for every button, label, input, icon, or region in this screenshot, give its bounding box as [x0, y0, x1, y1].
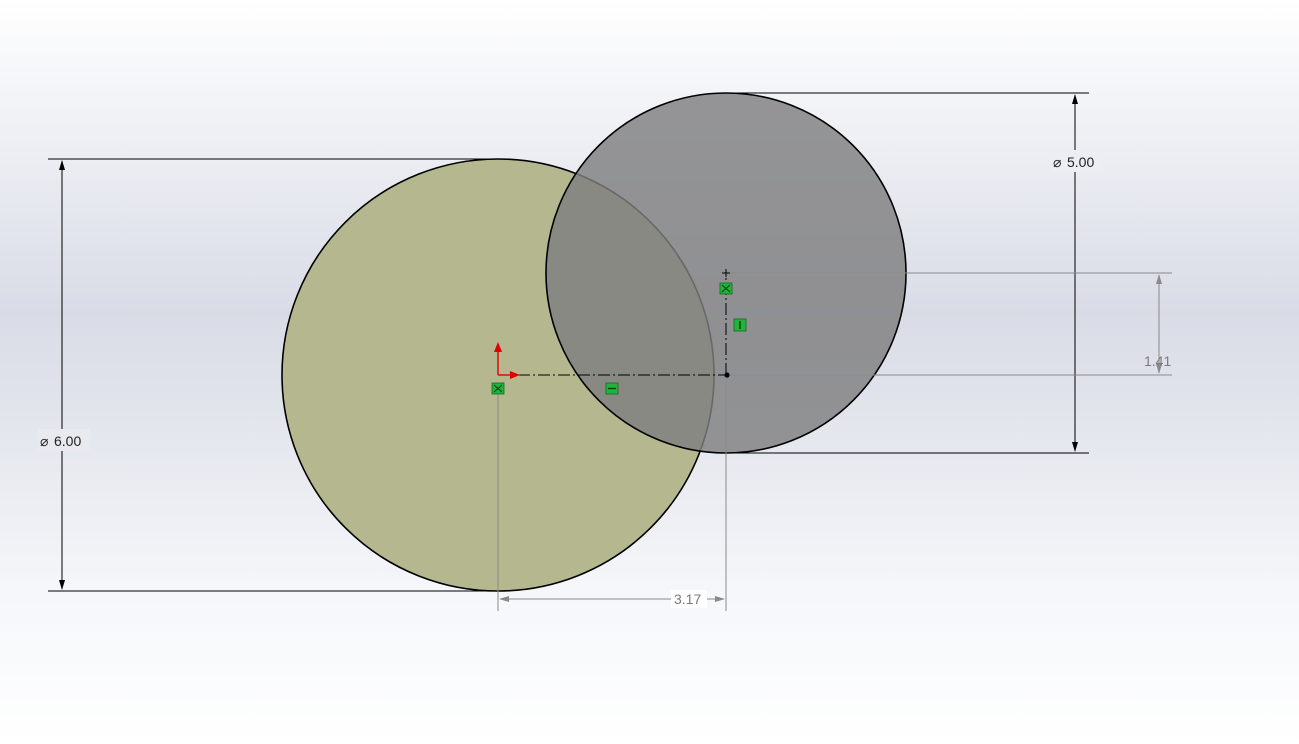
large-diameter-label[interactable]: 6.00: [54, 433, 81, 449]
small-diameter-symbol: ⌀: [1053, 154, 1061, 170]
horizontal-offset-label-bg: [671, 590, 707, 608]
large-diameter-symbol: ⌀: [40, 433, 48, 449]
small-circle-center-point[interactable]: [722, 269, 730, 277]
origin-arrows-icon[interactable]: [494, 342, 520, 379]
vertical-relation-icon[interactable]: [733, 318, 747, 332]
sketch-point[interactable]: [724, 372, 730, 378]
large-diameter-label-bg: [38, 429, 90, 451]
small-diameter-label[interactable]: 5.00: [1067, 154, 1094, 170]
vertical-offset-label[interactable]: 1.41: [1144, 353, 1171, 369]
small-diameter-label-bg: [1051, 150, 1103, 172]
coincident-relation-icon[interactable]: [719, 282, 733, 295]
horizontal-relation-icon[interactable]: [605, 382, 619, 395]
coincident-relation-icon[interactable]: [491, 382, 505, 395]
horizontal-offset-label[interactable]: 3.17: [674, 591, 701, 607]
